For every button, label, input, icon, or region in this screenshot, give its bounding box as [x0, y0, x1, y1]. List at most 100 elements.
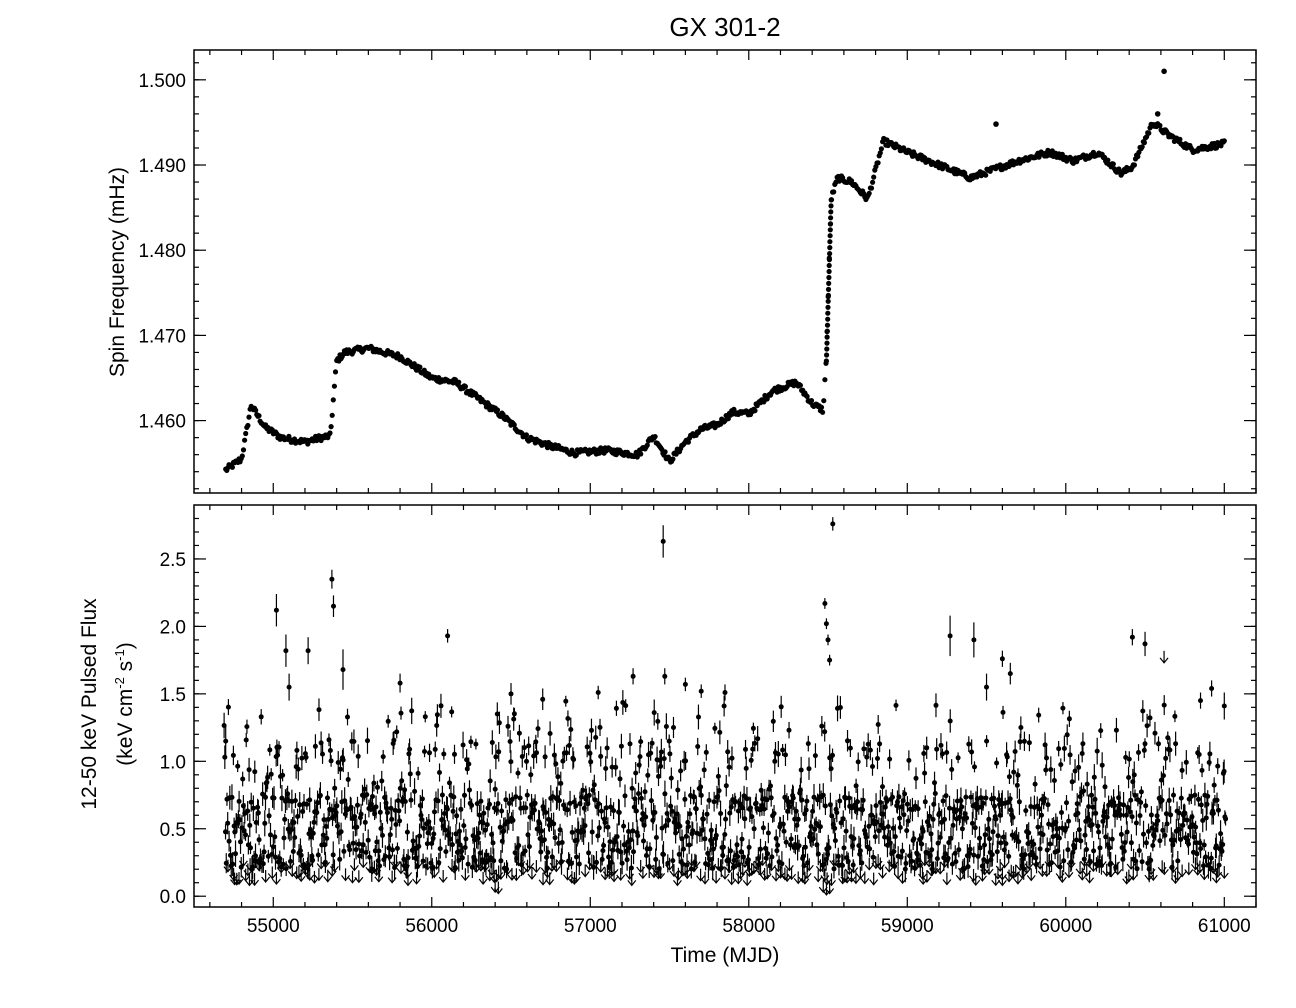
flux-point — [635, 826, 641, 845]
flux-marker — [629, 785, 635, 791]
flux-point — [362, 813, 368, 831]
flux-marker — [607, 839, 613, 845]
flux-marker — [991, 795, 997, 801]
flux-marker — [495, 801, 501, 806]
flux-point — [567, 790, 573, 816]
flux-marker — [608, 804, 614, 810]
flux-marker — [1097, 845, 1103, 851]
flux-marker — [523, 805, 529, 811]
flux-point — [457, 822, 462, 840]
flux-marker — [256, 837, 262, 843]
flux-point — [1152, 721, 1158, 745]
flux-marker — [971, 852, 977, 858]
spin-point — [827, 221, 834, 227]
flux-point — [449, 706, 455, 718]
flux-marker — [266, 813, 272, 819]
flux-point — [477, 840, 483, 866]
flux-marker — [780, 747, 786, 753]
flux-point — [597, 718, 603, 737]
flux-point — [696, 704, 701, 730]
flux-marker — [463, 836, 469, 842]
flux-point — [712, 722, 718, 734]
flux-point — [725, 740, 731, 764]
flux-marker — [247, 822, 253, 828]
flux-point — [631, 839, 636, 865]
flux-marker — [683, 833, 689, 839]
flux-point — [687, 807, 693, 820]
flux-marker — [337, 856, 343, 862]
flux-marker — [1043, 767, 1049, 773]
flux-marker — [770, 718, 776, 724]
flux-marker — [793, 808, 799, 814]
flux-point — [303, 751, 309, 764]
flux-marker — [437, 846, 443, 852]
flux-marker — [565, 716, 571, 721]
flux-marker — [1141, 747, 1147, 753]
flux-marker — [315, 800, 321, 806]
flux-marker — [508, 759, 514, 765]
flux-point — [620, 690, 626, 715]
flux-point — [944, 741, 950, 764]
flux-marker — [441, 751, 447, 757]
flux-point — [655, 713, 661, 730]
flux-point — [652, 805, 658, 821]
flux-marker — [1074, 837, 1079, 843]
top-panel-frame — [193, 49, 1257, 494]
flux-point — [248, 841, 253, 855]
flux-point — [432, 741, 438, 758]
flux-marker — [924, 745, 930, 751]
flux-point — [474, 791, 480, 817]
flux-marker — [1126, 756, 1132, 762]
spin-point — [825, 304, 831, 310]
flux-marker — [735, 808, 741, 814]
spin-point — [1177, 136, 1183, 142]
y-tick-label: 1.480 — [138, 241, 186, 262]
flux-point — [345, 771, 351, 787]
flux-point — [441, 748, 447, 760]
flux-marker — [531, 753, 537, 759]
flux-marker — [885, 824, 891, 830]
flux-point — [681, 840, 686, 858]
flux-point — [720, 836, 726, 859]
flux-marker — [1023, 808, 1029, 814]
flux-marker — [580, 787, 586, 793]
flux-marker — [469, 802, 475, 808]
flux-point — [444, 796, 450, 822]
flux-point — [355, 744, 361, 769]
flux-marker — [739, 836, 745, 842]
flux-point — [432, 798, 437, 825]
flux-marker — [687, 811, 693, 817]
flux-point — [808, 813, 814, 840]
flux-point — [1102, 775, 1108, 798]
flux-point — [380, 749, 386, 764]
flux-point — [621, 819, 627, 833]
flux-marker — [1059, 810, 1064, 815]
flux-point — [422, 745, 427, 758]
flux-marker — [432, 746, 438, 752]
flux-marker — [522, 848, 528, 854]
flux-point — [282, 813, 288, 825]
flux-marker — [338, 829, 344, 835]
flux-marker — [811, 794, 817, 800]
spin-point — [831, 189, 837, 195]
flux-marker — [510, 817, 516, 823]
flux-marker — [636, 762, 642, 768]
flux-marker — [897, 815, 903, 821]
flux-point — [435, 788, 441, 814]
flux-marker — [706, 797, 712, 803]
flux-marker — [298, 852, 304, 858]
flux-point — [1072, 759, 1078, 783]
flux-point — [902, 856, 908, 883]
flux-marker — [524, 792, 530, 798]
flux-marker — [685, 819, 691, 825]
flux-marker — [267, 747, 273, 753]
flux-point — [586, 787, 592, 804]
flux-point — [503, 791, 509, 809]
flux-marker — [543, 810, 549, 815]
flux-marker — [233, 851, 238, 857]
flux-point — [663, 713, 669, 740]
flux-point — [247, 813, 253, 838]
flux-point — [1098, 723, 1104, 738]
flux-marker — [272, 834, 278, 840]
